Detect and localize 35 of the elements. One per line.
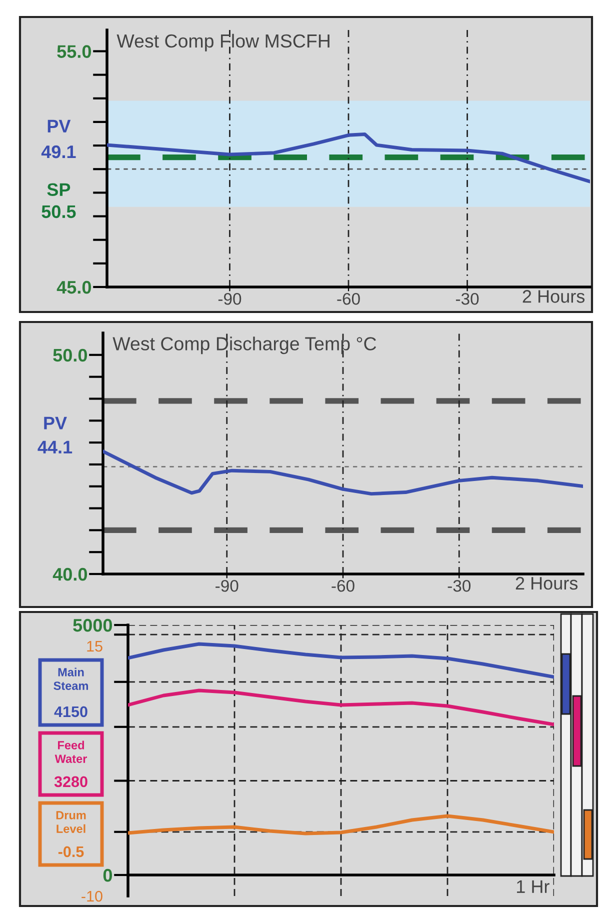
line-series [128,688,554,726]
x-tick-label: -90 [218,292,242,305]
x-axis-title: 1 Hr [517,880,550,893]
text: PV [48,120,71,132]
x-tick-label: -30 [456,292,479,305]
text: Drum Level [56,811,86,833]
line-series [107,132,590,184]
ref-line-label: SP 50.5 [42,183,76,218]
y-tick-label: 5000 [73,618,112,632]
y-tick-label: 50.0 [53,348,87,362]
x-tick-label: -90 [216,580,238,592]
text: 49.1 [41,145,76,158]
x-tick-label: -30 [448,580,471,592]
y2-tick-label: -10 [82,890,102,902]
x-tick-label: -60 [332,580,354,592]
y-tick-label: 40.0 [52,568,87,581]
x-axis-title: 2 Hours [516,576,578,590]
x-axis-title: 2 Hours [522,290,585,303]
chart-title: West Comp Flow MSCFH [116,34,330,52]
y-tick-label: 45.0 [56,280,91,294]
text: 3280 [54,776,88,788]
text: Feed Water [54,740,87,763]
text: 44.1 [38,440,72,454]
line-series [128,642,554,679]
y2-tick-label: 15 [87,641,102,652]
line-series [128,814,554,836]
line-series [103,450,583,496]
y-tick-label: 0 [103,868,112,882]
text: 4150 [54,706,88,718]
text: PV [44,416,67,430]
text: -0.5 [58,846,84,858]
chart-title: West Comp Discharge Temp °C [112,336,376,354]
y-tick-label: 55.0 [57,45,91,58]
text: Main Steam [54,668,88,690]
x-tick-label: -60 [337,292,360,305]
